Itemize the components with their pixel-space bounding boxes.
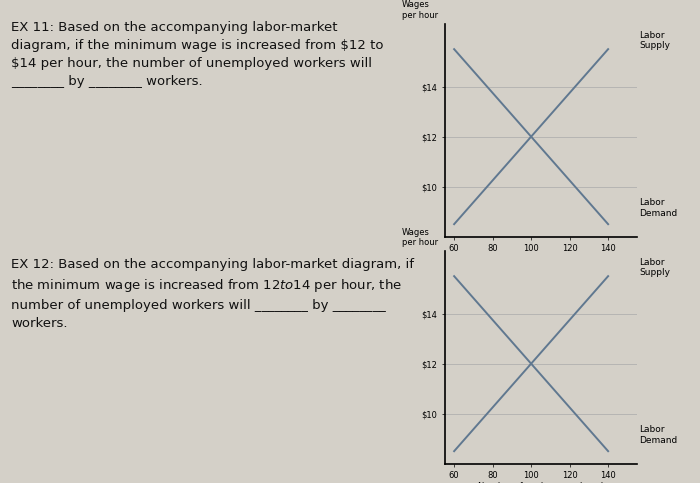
Text: Labor
Supply: Labor Supply	[639, 30, 670, 50]
Text: EX 11: Based on the accompanying labor-market
diagram, if the minimum wage is in: EX 11: Based on the accompanying labor-m…	[11, 21, 384, 88]
Text: Wages
per hour: Wages per hour	[402, 227, 438, 247]
Text: Labor
Supply: Labor Supply	[639, 257, 670, 277]
X-axis label: Number of workers employed: Number of workers employed	[478, 482, 603, 483]
Text: EX 12: Based on the accompanying labor-market diagram, if
the minimum wage is in: EX 12: Based on the accompanying labor-m…	[11, 258, 414, 330]
Text: Labor
Demand: Labor Demand	[639, 199, 677, 218]
X-axis label: Number of workers employed: Number of workers employed	[478, 255, 603, 264]
Text: Wages
per hour: Wages per hour	[402, 0, 438, 20]
Text: Labor
Demand: Labor Demand	[639, 426, 677, 445]
